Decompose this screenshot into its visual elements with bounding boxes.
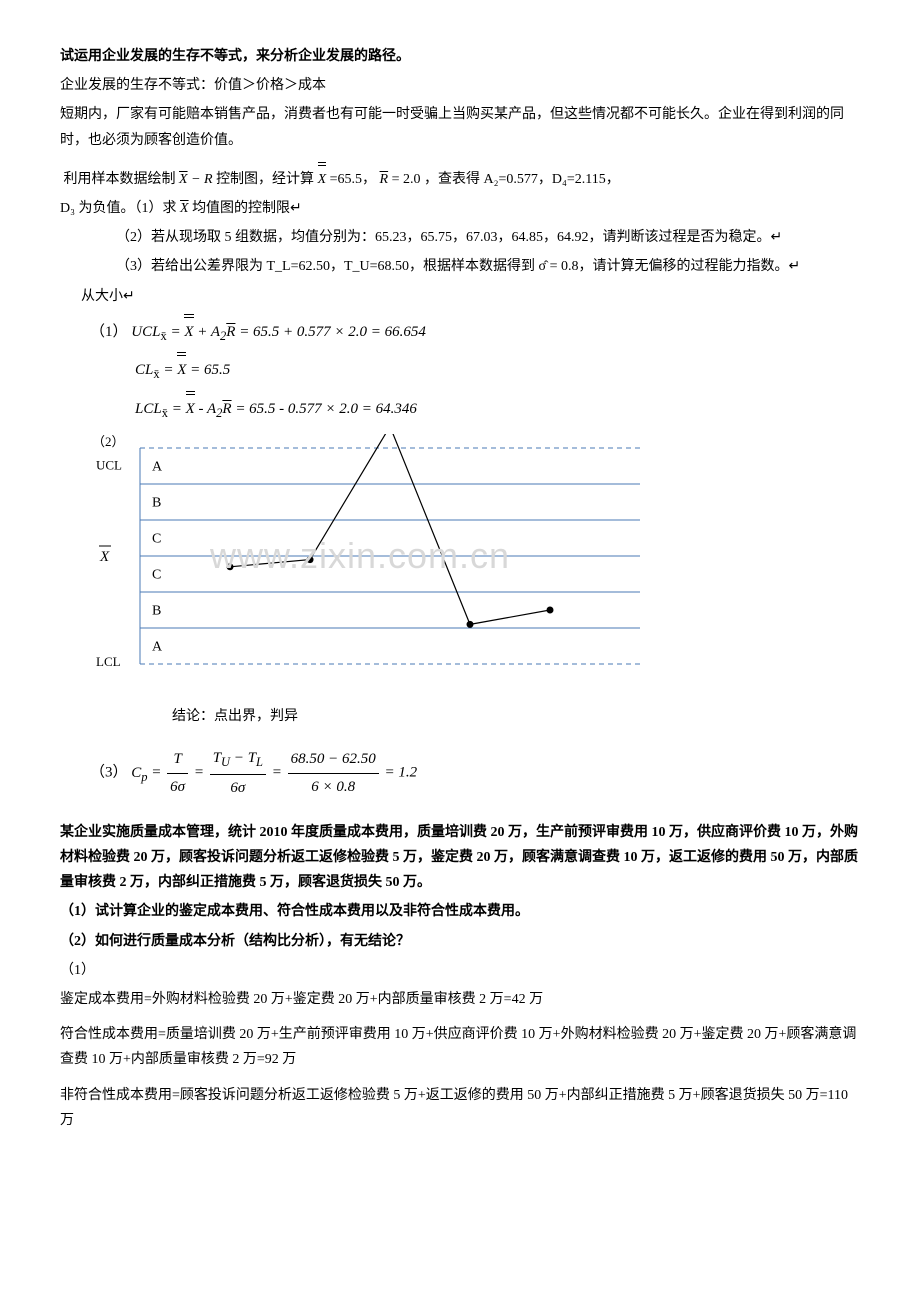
svg-text:B: B xyxy=(152,604,161,619)
formula-lcl: LCLx̄ = X - A2R = 65.5 - 0.577 × 2.0 = 6… xyxy=(135,396,860,425)
svg-text:UCL: UCL xyxy=(96,458,122,473)
text: D₃ 为负值。（1）求 xyxy=(60,201,180,216)
q3-s2: （2）如何进行质量成本分析（结构比分析），有无结论？ xyxy=(60,929,860,954)
chart-conclusion: 结论：点出界，判异 xyxy=(60,704,860,729)
den: 6 × 0.8 xyxy=(288,774,379,801)
text: 利用样本数据绘制 xyxy=(64,172,180,187)
formula-cp: （3） Cp = T6σ = TU − TL6σ = 68.50 − 62.50… xyxy=(90,745,860,802)
svg-text:（2）: （2） xyxy=(92,434,125,449)
q2-sub2: （2）若从现场取 5 组数据，均值分别为：65.23，65.75，67.03，6… xyxy=(60,225,860,250)
svg-text:A: A xyxy=(152,640,163,655)
svg-text:C: C xyxy=(152,532,161,547)
q3-s1: （1）试计算企业的鉴定成本费用、符合性成本费用以及非符合性成本费用。 xyxy=(60,899,860,924)
q3-title: 某企业实施质量成本管理，统计 2010 年度质量成本费用，质量培训费 20 万，… xyxy=(60,820,860,896)
num: 68.50 − 62.50 xyxy=(288,746,379,774)
q3-a1: 鉴定成本费用=外购材料检验费 20 万+鉴定费 20 万+内部质量审核费 2 万… xyxy=(60,987,860,1012)
q1-line2: 短期内，厂家有可能赔本销售产品，消费者也有可能一时受骗上当购买某产品，但这些情况… xyxy=(60,102,860,152)
text: = 2.0 ，查表得 A₂=0.577，D₄=2.115， xyxy=(392,172,620,187)
den: 6σ xyxy=(167,774,188,801)
label: （1） xyxy=(90,324,128,340)
den: 6σ xyxy=(210,775,266,802)
control-chart: www.zixin.com.cn ABCCBA（2）UCLXLCL xyxy=(60,434,860,694)
num: T xyxy=(167,746,188,774)
svg-text:C: C xyxy=(152,568,161,583)
result: = 1.2 xyxy=(384,765,417,781)
q1-line1: 企业发展的生存不等式：价值＞价格＞成本 xyxy=(60,73,860,98)
q2-daxiao: 从大小↵ xyxy=(60,284,860,309)
svg-text:A: A xyxy=(152,460,163,475)
q3-a2: 符合性成本费用=质量培训费 20 万+生产前预评审费用 10 万+供应商评价费 … xyxy=(60,1022,860,1072)
svg-text:X: X xyxy=(99,549,110,565)
q2-intro: 利用样本数据绘制 X − R 控制图，经计算 X =65.5， R = 2.0 … xyxy=(60,167,860,192)
svg-text:LCL: LCL xyxy=(96,654,121,669)
label: （3） xyxy=(90,765,128,781)
text: =65.5， xyxy=(330,172,376,187)
formula-cl: CLx̄ = X = 65.5 xyxy=(135,357,860,386)
q3-a1-label: （1） xyxy=(60,958,860,983)
q2-sub3: （3）若给出公差界限为 T_L=62.50，T_U=68.50，根据样本数据得到… xyxy=(60,254,860,279)
q2-d3: D₃ 为负值。（1）求 X 均值图的控制限↵ xyxy=(60,196,860,221)
q3-a3: 非符合性成本费用=顾客投诉问题分析返工返修检验费 5 万+返工返修的费用 50 … xyxy=(60,1083,860,1133)
text: 均值图的控制限↵ xyxy=(192,201,302,216)
q1-title: 试运用企业发展的生存不等式，来分析企业发展的路径。 xyxy=(60,44,860,69)
formula-ucl: （1） UCLx̄ = X + A2R = 65.5 + 0.577 × 2.0… xyxy=(90,319,860,348)
text: 控制图，经计算 xyxy=(216,172,318,187)
svg-text:B: B xyxy=(152,496,161,511)
